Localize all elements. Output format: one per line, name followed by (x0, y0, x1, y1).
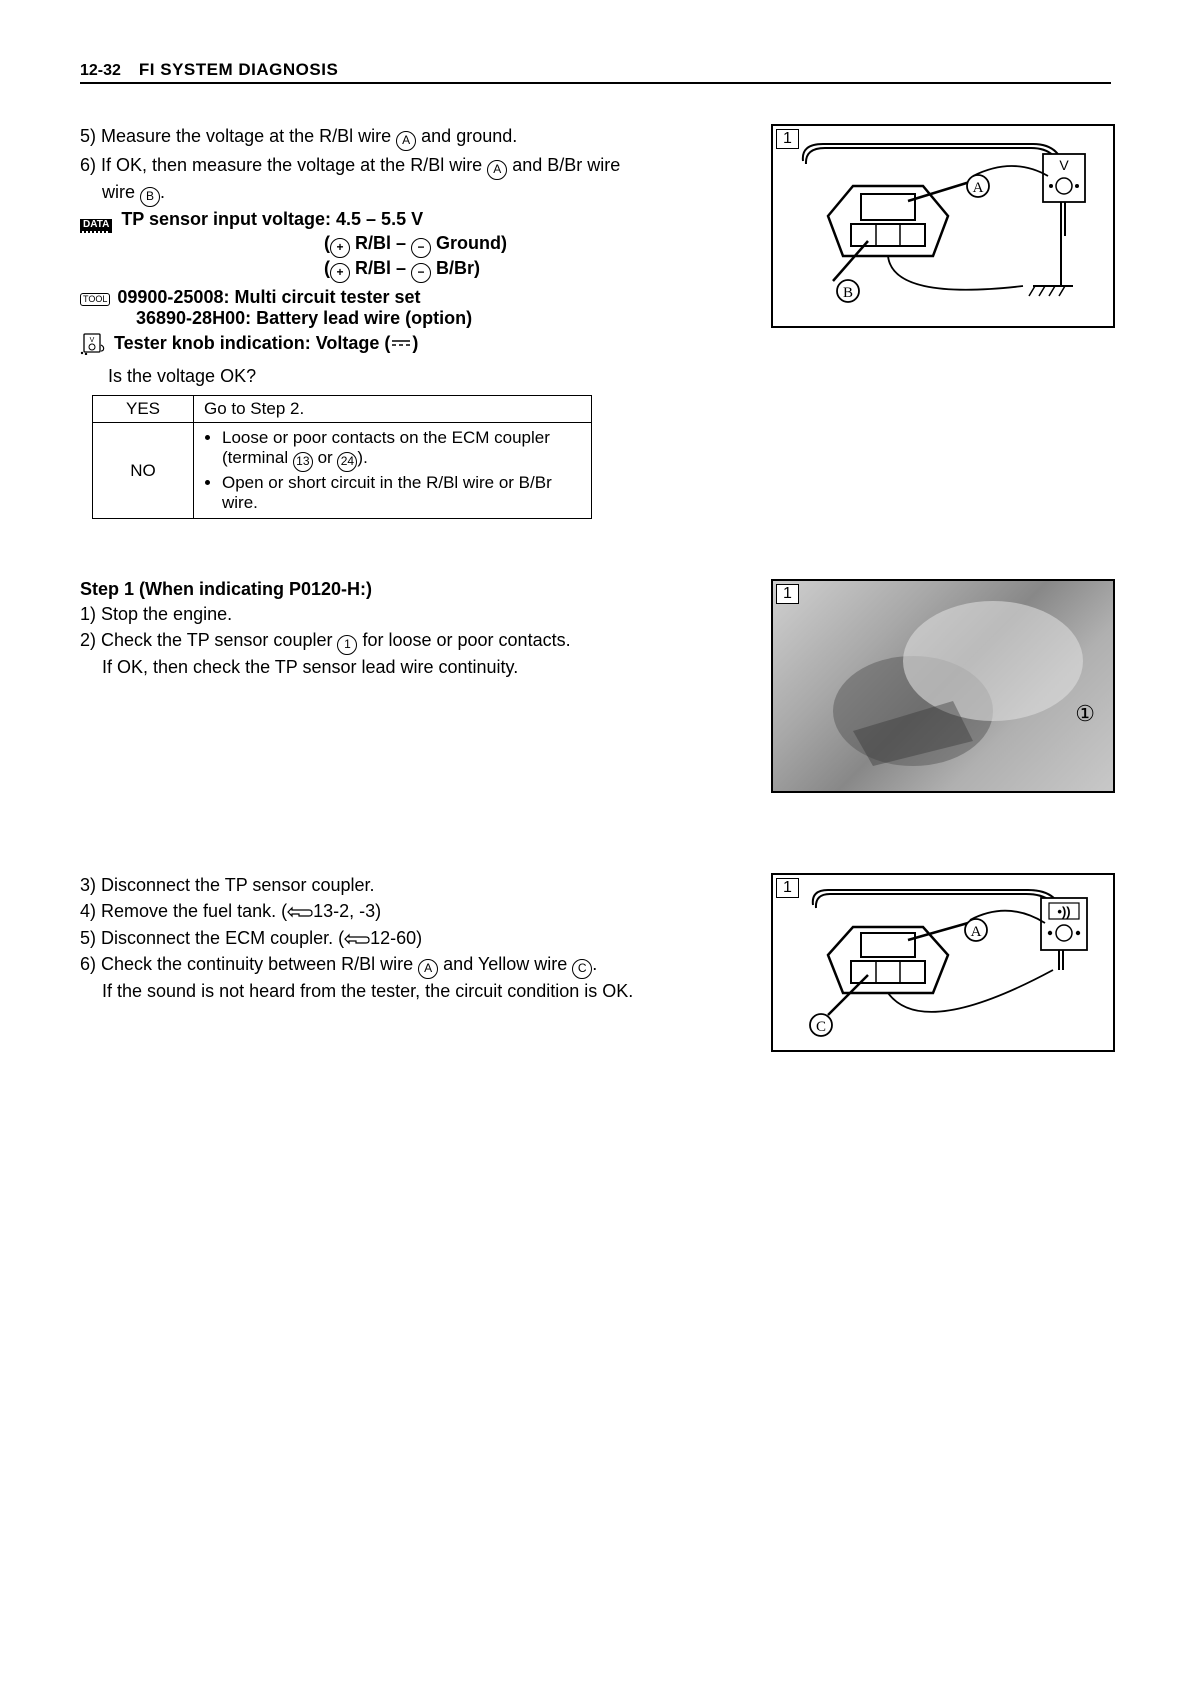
circle-b-icon: B (140, 187, 160, 207)
section-3: 3) Disconnect the TP sensor coupler. 4) … (80, 873, 1111, 1052)
table-row: YES Go to Step 2. (93, 396, 592, 423)
figure-2-photo: 1 ① (771, 579, 1115, 793)
tester-icon: V (80, 333, 106, 360)
circle-1-icon: 1 (337, 635, 357, 655)
step-1: 1) Stop the engine. (80, 602, 751, 626)
figure-1-diagram: 1 A B V (771, 124, 1115, 328)
label-b: B (843, 285, 853, 301)
answer-table: YES Go to Step 2. NO Loose or poor conta… (92, 395, 592, 519)
circle-13-icon: 13 (293, 452, 313, 472)
step-2: 2) Check the TP sensor coupler 1 for loo… (80, 628, 751, 679)
step-4: 4) Remove the fuel tank. (13-2, -3) (80, 899, 751, 923)
spec-line-3: (+ R/Bl – − B/Br) (324, 258, 751, 283)
header-title: FI SYSTEM DIAGNOSIS (139, 60, 338, 80)
step-5: 5) Disconnect the ECM coupler. (12-60) (80, 926, 751, 950)
spec-block: DATA TP sensor input voltage: 4.5 – 5.5 … (80, 209, 751, 283)
reference-icon (287, 906, 313, 918)
tool-icon: TOOL (80, 293, 110, 306)
circle-a-icon: A (487, 160, 507, 180)
svg-text:V: V (90, 337, 95, 344)
table-row: NO Loose or poor contacts on the ECM cou… (93, 423, 592, 519)
plus-icon: + (330, 263, 350, 283)
photo-overlay-icon (773, 581, 1113, 791)
meter-label: V (1059, 157, 1069, 173)
page-header: 12-32 FI SYSTEM DIAGNOSIS (80, 60, 1111, 84)
step-6: 6) If OK, then measure the voltage at th… (80, 153, 751, 207)
step-6: 6) Check the continuity between R/Bl wir… (80, 952, 751, 1003)
circle-a-icon: A (396, 131, 416, 151)
section-2-text: Step 1 (When indicating P0120-H:) 1) Sto… (80, 579, 751, 793)
step-5: 5) Measure the voltage at the R/Bl wire … (80, 124, 751, 151)
figure-3-diagram: 1 A C •)) (771, 873, 1115, 1052)
question: Is the voltage OK? (108, 366, 751, 387)
spec-line-2: (+ R/Bl – − Ground) (324, 233, 751, 258)
figure-1-col: 1 A B V (771, 124, 1111, 519)
minus-icon: − (411, 263, 431, 283)
circle-1-label: ① (1075, 701, 1095, 727)
svg-text:A: A (971, 924, 982, 940)
svg-text:C: C (816, 1019, 826, 1035)
page-number: 12-32 (80, 62, 121, 80)
tester-knob: V Tester knob indication: Voltage () (80, 333, 751, 360)
section-3-text: 3) Disconnect the TP sensor coupler. 4) … (80, 873, 751, 1052)
figure-2-col: 1 ① (771, 579, 1111, 793)
minus-icon: − (411, 238, 431, 258)
circle-24-icon: 24 (337, 452, 357, 472)
figure-3-col: 1 A C •)) (771, 873, 1111, 1052)
label-a: A (973, 180, 984, 196)
tool-block: TOOL 09900-25008: Multi circuit tester s… (80, 287, 751, 329)
plus-icon: + (330, 238, 350, 258)
svg-text:•)): •)) (1057, 904, 1070, 919)
reference-icon (344, 933, 370, 945)
wiring-diagram-icon: A B V (773, 126, 1113, 326)
continuity-diagram-icon: A C •)) (773, 875, 1113, 1050)
dc-voltage-icon (390, 338, 412, 348)
circle-a-icon: A (418, 959, 438, 979)
data-icon: DATA (80, 219, 112, 233)
step-3: 3) Disconnect the TP sensor coupler. (80, 873, 751, 897)
section-2: Step 1 (When indicating P0120-H:) 1) Sto… (80, 579, 1111, 793)
circle-c-icon: C (572, 959, 592, 979)
section-1: 5) Measure the voltage at the R/Bl wire … (80, 124, 1111, 519)
section-1-text: 5) Measure the voltage at the R/Bl wire … (80, 124, 751, 519)
